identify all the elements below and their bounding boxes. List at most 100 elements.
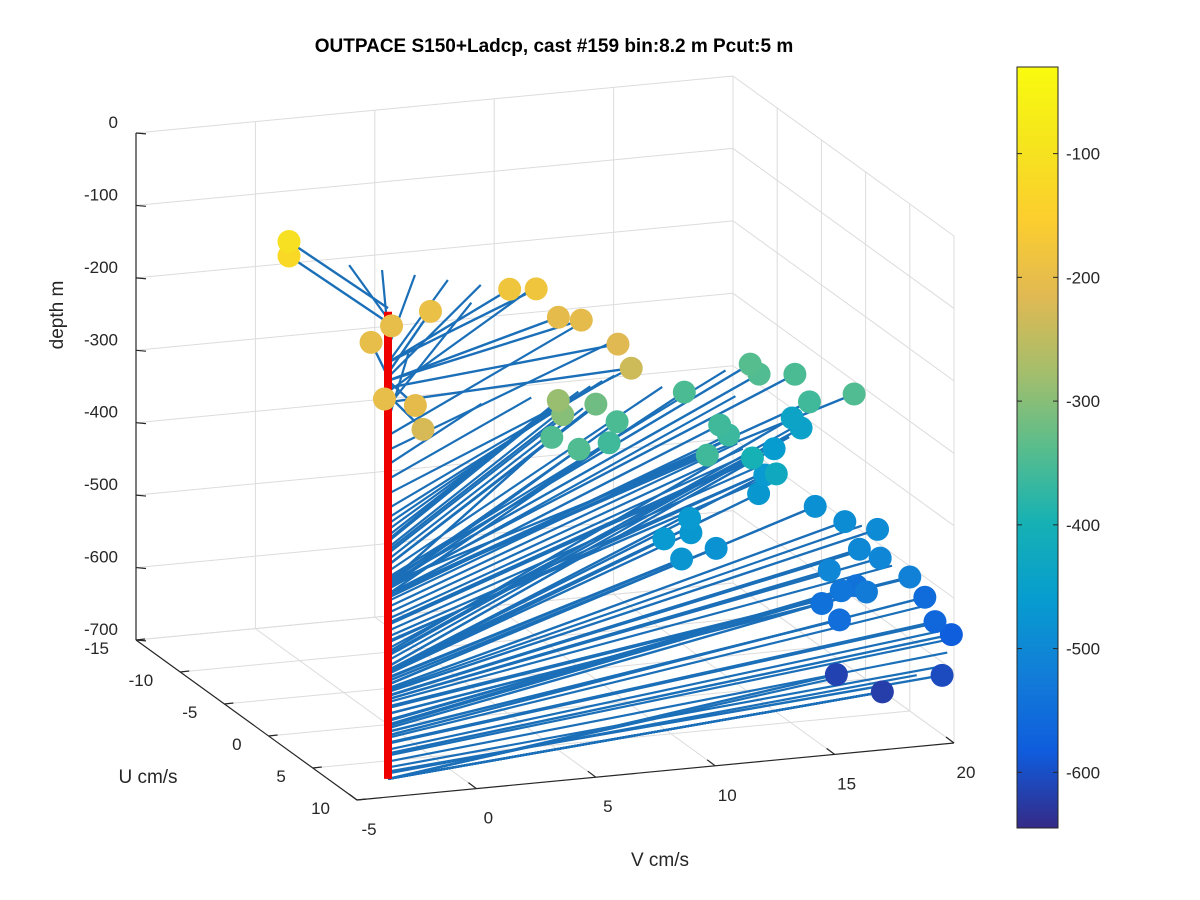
velocity-stick bbox=[387, 416, 793, 654]
u-tick-label: 0 bbox=[232, 735, 241, 754]
velocity-stick bbox=[387, 289, 530, 393]
velocity-marker bbox=[695, 443, 719, 467]
z-tick-mark bbox=[135, 349, 147, 352]
velocity-stick bbox=[387, 673, 837, 781]
velocity-marker bbox=[930, 663, 954, 687]
side-gridline bbox=[732, 292, 955, 454]
velocity-marker bbox=[780, 406, 804, 430]
z-tick-label: -500 bbox=[84, 475, 118, 494]
chart-title: OUTPACE S150+Ladcp, cast #159 bin:8.2 m … bbox=[315, 36, 794, 57]
velocity-marker bbox=[708, 413, 732, 437]
velocity-stick bbox=[387, 392, 855, 585]
velocity-stick bbox=[387, 426, 802, 657]
u-axis-line bbox=[135, 639, 358, 801]
z-tick-label: 0 bbox=[109, 113, 118, 132]
velocity-stick bbox=[387, 342, 619, 389]
velocity-stick bbox=[387, 591, 845, 727]
back-gridline bbox=[135, 582, 734, 641]
z-tick-mark bbox=[135, 277, 147, 280]
colorbar-tick-label: -200 bbox=[1066, 268, 1100, 287]
z-tick-mark bbox=[135, 204, 147, 207]
velocity-marker bbox=[605, 410, 629, 434]
velocity-stick bbox=[387, 396, 532, 481]
u-tick-label: -15 bbox=[84, 639, 109, 658]
velocity-marker bbox=[584, 392, 608, 416]
velocity-stick bbox=[387, 674, 943, 773]
v-tick-mark bbox=[587, 770, 597, 778]
velocity-marker bbox=[803, 494, 827, 518]
z-tick-mark bbox=[135, 494, 147, 497]
velocity-stick bbox=[387, 436, 553, 585]
z-tick-label: -400 bbox=[84, 403, 118, 422]
velocity-marker bbox=[359, 330, 383, 354]
z-tick-mark bbox=[135, 422, 147, 425]
velocity-stick bbox=[387, 402, 560, 543]
velocity-marker bbox=[652, 527, 676, 551]
u-tick-label: 10 bbox=[311, 799, 330, 818]
velocity-marker bbox=[498, 277, 522, 301]
velocity-stick bbox=[387, 447, 775, 668]
velocity-stick bbox=[387, 402, 483, 466]
v-tick-mark bbox=[945, 736, 955, 744]
velocity-marker bbox=[704, 536, 728, 560]
velocity-marker bbox=[783, 362, 807, 386]
velocity-stick bbox=[387, 373, 796, 589]
velocity-marker bbox=[372, 387, 396, 411]
velocity-stick bbox=[387, 399, 560, 541]
v-tick-mark bbox=[826, 747, 835, 755]
colorbar-tick-label: -100 bbox=[1066, 145, 1100, 164]
velocity-stick bbox=[387, 690, 883, 781]
velocity-stick bbox=[387, 288, 511, 364]
velocity-stick bbox=[387, 436, 790, 662]
velocity-marker bbox=[546, 389, 570, 413]
velocity-marker bbox=[524, 277, 548, 301]
velocity-marker bbox=[762, 437, 786, 461]
v-tick-label: 15 bbox=[837, 774, 856, 793]
velocity-stick bbox=[387, 284, 482, 379]
u-tick-mark bbox=[180, 670, 190, 673]
velocity-stick bbox=[348, 264, 389, 320]
colorbar-tick-label: -600 bbox=[1066, 763, 1100, 782]
colorbar-tick-label: -300 bbox=[1066, 392, 1100, 411]
z-axis-label: depth m bbox=[47, 281, 68, 350]
velocity-marker bbox=[764, 462, 788, 486]
velocity-stick bbox=[387, 584, 857, 726]
velocity-stick bbox=[387, 279, 449, 364]
velocity-marker bbox=[833, 510, 857, 534]
back-gridline bbox=[135, 75, 734, 134]
velocity-stick bbox=[387, 413, 564, 552]
x-axis-label: U cm/s bbox=[118, 767, 177, 788]
velocity-marker bbox=[277, 230, 301, 254]
v-tick-mark bbox=[348, 793, 358, 801]
u-tick-mark bbox=[135, 638, 146, 641]
axes-box bbox=[135, 133, 955, 801]
velocity-stick bbox=[387, 411, 570, 555]
axis-ticks: 0 -100 -200 -300 -400 -500 -600 -700-15 -10 -5 0 5 1… bbox=[84, 113, 975, 839]
colorbar-tick-label: -500 bbox=[1066, 640, 1100, 659]
colorbar-ticks: -100 -200 -300 -400 -500 -600 bbox=[1017, 145, 1100, 782]
velocity-marker bbox=[403, 393, 427, 417]
floor-gridline bbox=[493, 605, 716, 767]
v-tick-mark bbox=[706, 759, 716, 767]
velocity-stick bbox=[387, 556, 881, 701]
z-tick-label: -200 bbox=[84, 258, 118, 277]
velocity-marker bbox=[847, 537, 871, 561]
velocity-stick bbox=[387, 517, 691, 672]
velocity-marker bbox=[898, 565, 922, 589]
v-tick-label: 5 bbox=[603, 797, 612, 816]
colorbar: -100 -200 -300 -400 -500 -600 bbox=[1016, 66, 1100, 829]
velocity-marker bbox=[619, 356, 643, 380]
velocity-stick bbox=[387, 287, 537, 364]
velocity-stick bbox=[387, 557, 683, 679]
velocity-marker bbox=[380, 314, 404, 338]
velocity-stick bbox=[387, 373, 760, 585]
v-tick-label: 20 bbox=[957, 763, 976, 782]
side-gridline bbox=[732, 148, 955, 309]
velocity-stick bbox=[387, 520, 846, 690]
v-tick-label: 10 bbox=[718, 786, 737, 805]
velocity-stick bbox=[387, 454, 708, 596]
velocity-stick bbox=[387, 505, 816, 686]
velocity-marker bbox=[854, 580, 878, 604]
z-tick-label: -700 bbox=[84, 620, 118, 639]
